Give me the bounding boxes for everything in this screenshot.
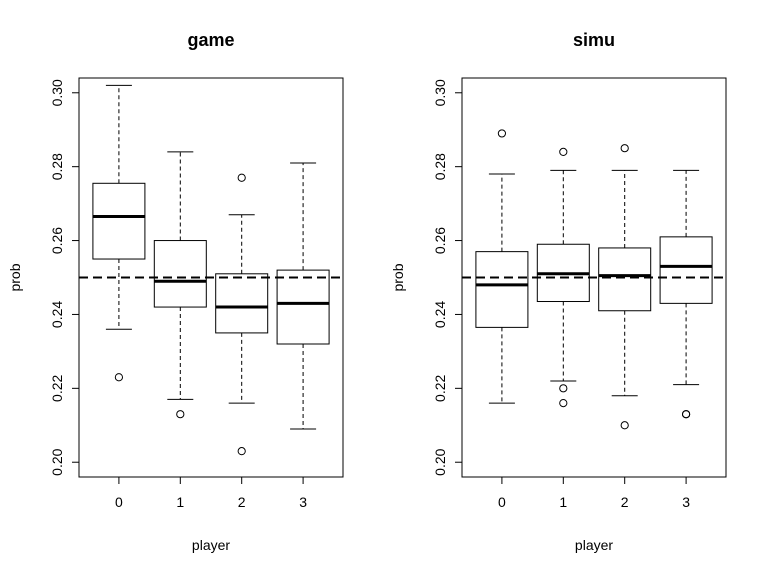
panel-simu: simu 0.20 0.22 0.24 0.26 0.28 0.30 prob 0 1 2 3 play…	[390, 30, 727, 553]
box-iqr	[215, 273, 269, 334]
y-tick-label: 0.22	[49, 374, 65, 401]
y-axis-label: prob	[390, 263, 406, 291]
outlier-point	[620, 421, 629, 430]
y-tick-label: 0.26	[49, 227, 65, 254]
outlier-point	[559, 399, 568, 408]
y-tick-label: 0.22	[432, 374, 448, 401]
x-tick-label: 1	[176, 494, 184, 510]
box-iqr	[659, 236, 713, 304]
y-tick-label: 0.20	[432, 448, 448, 475]
boxplot-player-0	[475, 129, 529, 404]
x-tick-label: 2	[621, 494, 629, 510]
x-tick-label: 1	[559, 494, 567, 510]
x-axis-label: player	[192, 537, 230, 553]
boxplot-player-2	[598, 144, 652, 430]
outlier-point	[620, 144, 629, 153]
box-iqr	[475, 251, 529, 328]
boxplot-player-2	[215, 173, 269, 456]
y-tick-label: 0.26	[432, 227, 448, 254]
panel-game: game 0.20 0.22 0.24 0.26 0.28 0.30 prob 0 1 2 3 play…	[7, 30, 344, 553]
y-tick-label: 0.20	[49, 448, 65, 475]
outlier-point	[237, 447, 246, 456]
chart-title: game	[187, 30, 234, 50]
y-tick-label: 0.30	[432, 79, 448, 106]
x-tick-label: 2	[238, 494, 246, 510]
boxplot-player-3	[659, 169, 713, 419]
y-tick-label: 0.24	[432, 301, 448, 328]
box-iqr	[153, 240, 207, 308]
boxplot-player-1	[536, 147, 590, 408]
outlier-point	[497, 129, 507, 138]
chart-title: simu	[573, 30, 615, 50]
box-iqr	[276, 269, 330, 345]
outlier-point	[559, 384, 568, 393]
y-axis-label: prob	[7, 263, 23, 291]
outlier-point	[237, 173, 246, 182]
boxplot-player-0	[92, 84, 146, 382]
outlier-point	[681, 410, 691, 419]
boxplot-player-1	[153, 151, 207, 419]
x-axis-label: player	[575, 537, 613, 553]
y-tick-label: 0.28	[49, 153, 65, 180]
x-tick-label: 0	[115, 494, 123, 510]
y-tick-label: 0.28	[432, 153, 448, 180]
x-tick-label: 3	[682, 494, 690, 510]
y-tick-label: 0.30	[49, 79, 65, 106]
boxplot-player-3	[276, 162, 330, 430]
box-iqr	[92, 182, 146, 260]
box-iqr	[598, 247, 652, 312]
x-tick-label: 0	[498, 494, 506, 510]
x-tick-label: 3	[299, 494, 307, 510]
outlier-point	[559, 147, 568, 156]
y-tick-label: 0.24	[49, 301, 65, 328]
outlier-point	[114, 373, 124, 382]
outlier-point	[176, 410, 185, 419]
